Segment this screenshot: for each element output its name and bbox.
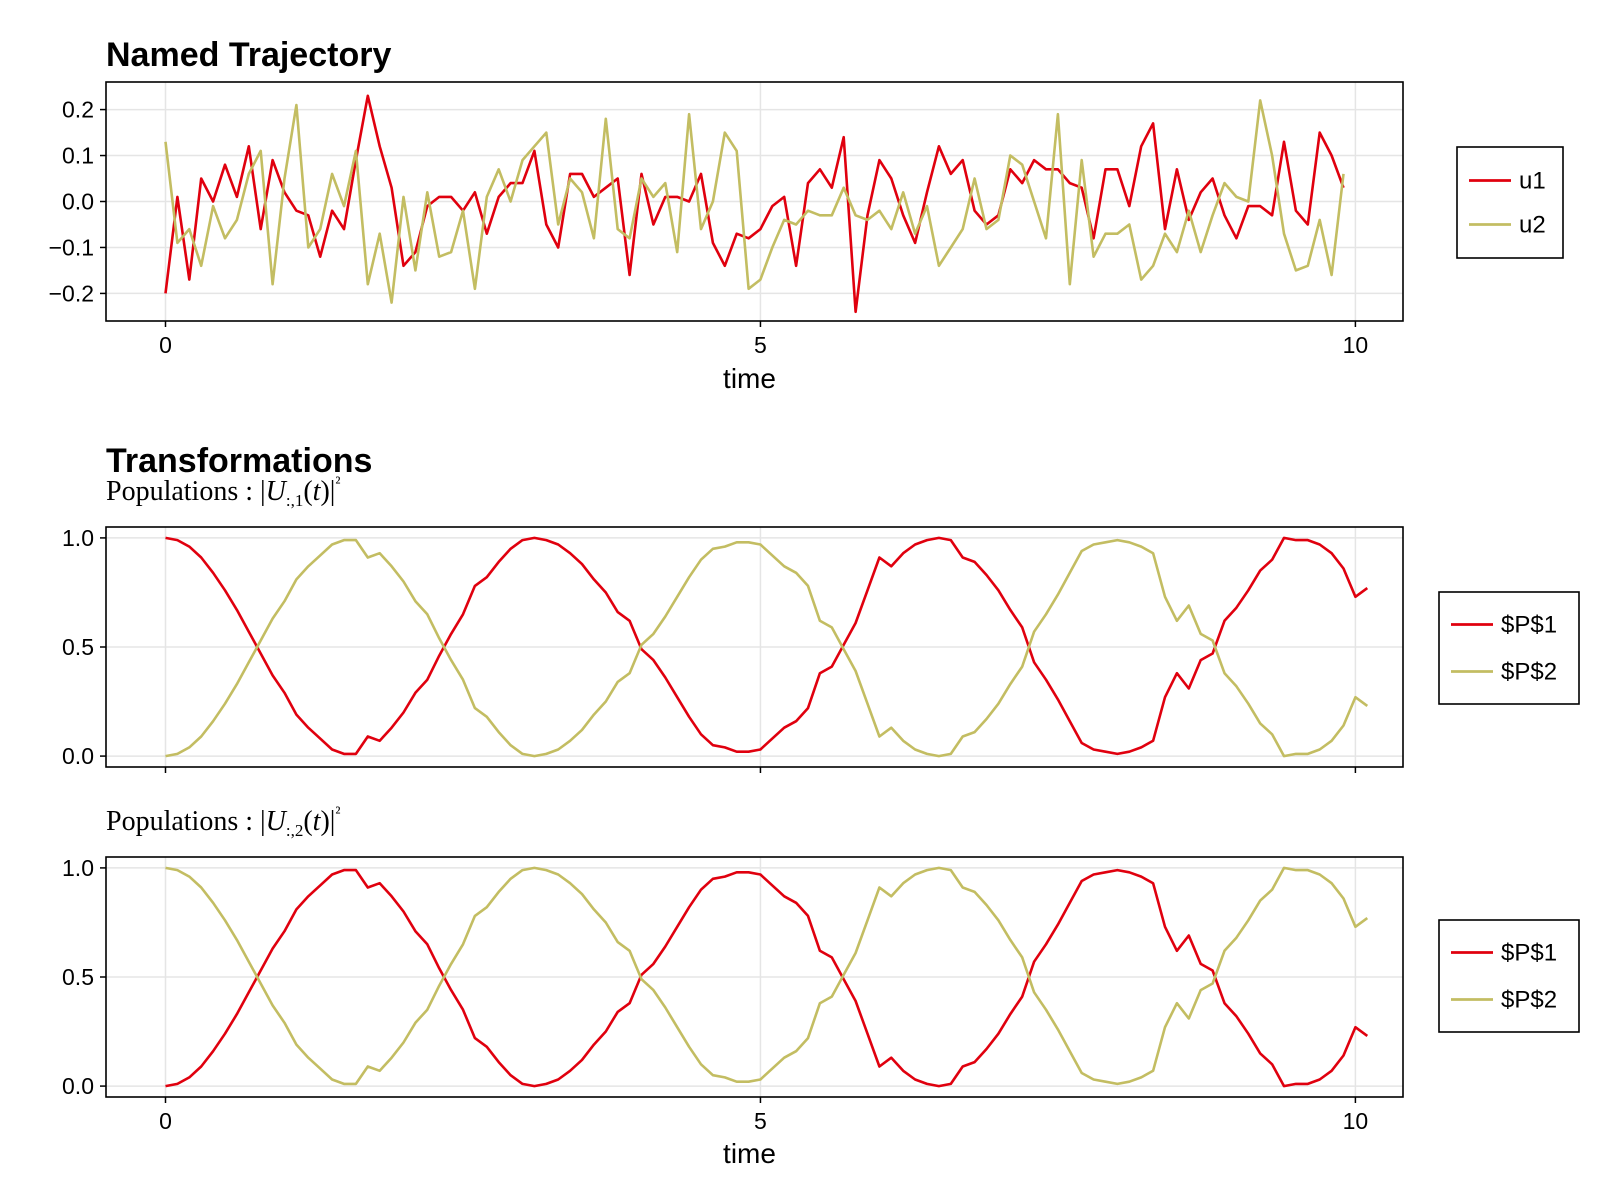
legend-label: u1	[1519, 168, 1546, 195]
x-tick-label: 0	[159, 1108, 172, 1134]
y-tick-label: 0.1	[62, 143, 94, 169]
panel-title: Named Trajectory	[106, 36, 391, 74]
panel-title: Transformations	[106, 442, 372, 480]
legend-label: u2	[1519, 212, 1546, 239]
legend-label: $P$2	[1501, 659, 1557, 686]
x-tick-label: 5	[754, 332, 767, 358]
panel-named-trajectory: Named Trajectory −0.2 −0.1 0.0 0.1 0.2 0 5 10 tim…	[49, 36, 1564, 394]
y-tick-label: 0.0	[62, 1073, 94, 1099]
x-tick-label: 0	[159, 332, 172, 358]
grid-lines	[106, 857, 1403, 1097]
y-tick-label: 0.0	[62, 743, 94, 769]
legend-box	[1438, 919, 1580, 1033]
x-tick-label: 10	[1343, 1108, 1369, 1134]
legend-label: $P$2	[1501, 987, 1557, 1014]
legend: u1 u2	[1456, 146, 1564, 259]
series-line-u1	[164, 94, 1345, 314]
panel-subtitle: Populations : |U:,1(t)|²	[106, 473, 341, 510]
legend-label: $P$1	[1501, 612, 1557, 639]
y-tick-label: −0.2	[49, 280, 94, 306]
legend-box	[1438, 591, 1580, 705]
x-tick-label: 5	[754, 1108, 767, 1134]
y-tick-label: 0.2	[62, 97, 94, 123]
x-tick-label: 10	[1343, 332, 1369, 358]
series-line-p2	[165, 538, 1369, 758]
panel-subtitle: Populations : |U:,2(t)|²	[106, 803, 341, 840]
x-axis-label: time	[723, 363, 776, 394]
series-line-p1	[165, 536, 1369, 756]
y-tick-label: −0.1	[49, 234, 94, 260]
x-axis-label: time	[723, 1138, 776, 1169]
legend-box	[1456, 146, 1564, 259]
y-tick-label: 0.5	[62, 964, 94, 990]
legend-label: $P$1	[1501, 940, 1557, 967]
series-line-p2	[165, 866, 1369, 1086]
y-tick-label: 0.0	[62, 189, 94, 215]
y-tick-label: 1.0	[62, 525, 94, 551]
y-tick-label: 0.5	[62, 634, 94, 660]
grid-lines	[106, 527, 1403, 767]
legend: $P$1 $P$2	[1438, 591, 1580, 705]
series-line-u2	[164, 99, 1345, 304]
series-line-p1	[165, 868, 1369, 1088]
legend: $P$1 $P$2	[1438, 919, 1580, 1033]
y-tick-label: 1.0	[62, 855, 94, 881]
panel-transformations-col2: Populations : |U:,2(t)|² 0.0 0.5 1.0 0 5 10 tim…	[62, 803, 1580, 1169]
